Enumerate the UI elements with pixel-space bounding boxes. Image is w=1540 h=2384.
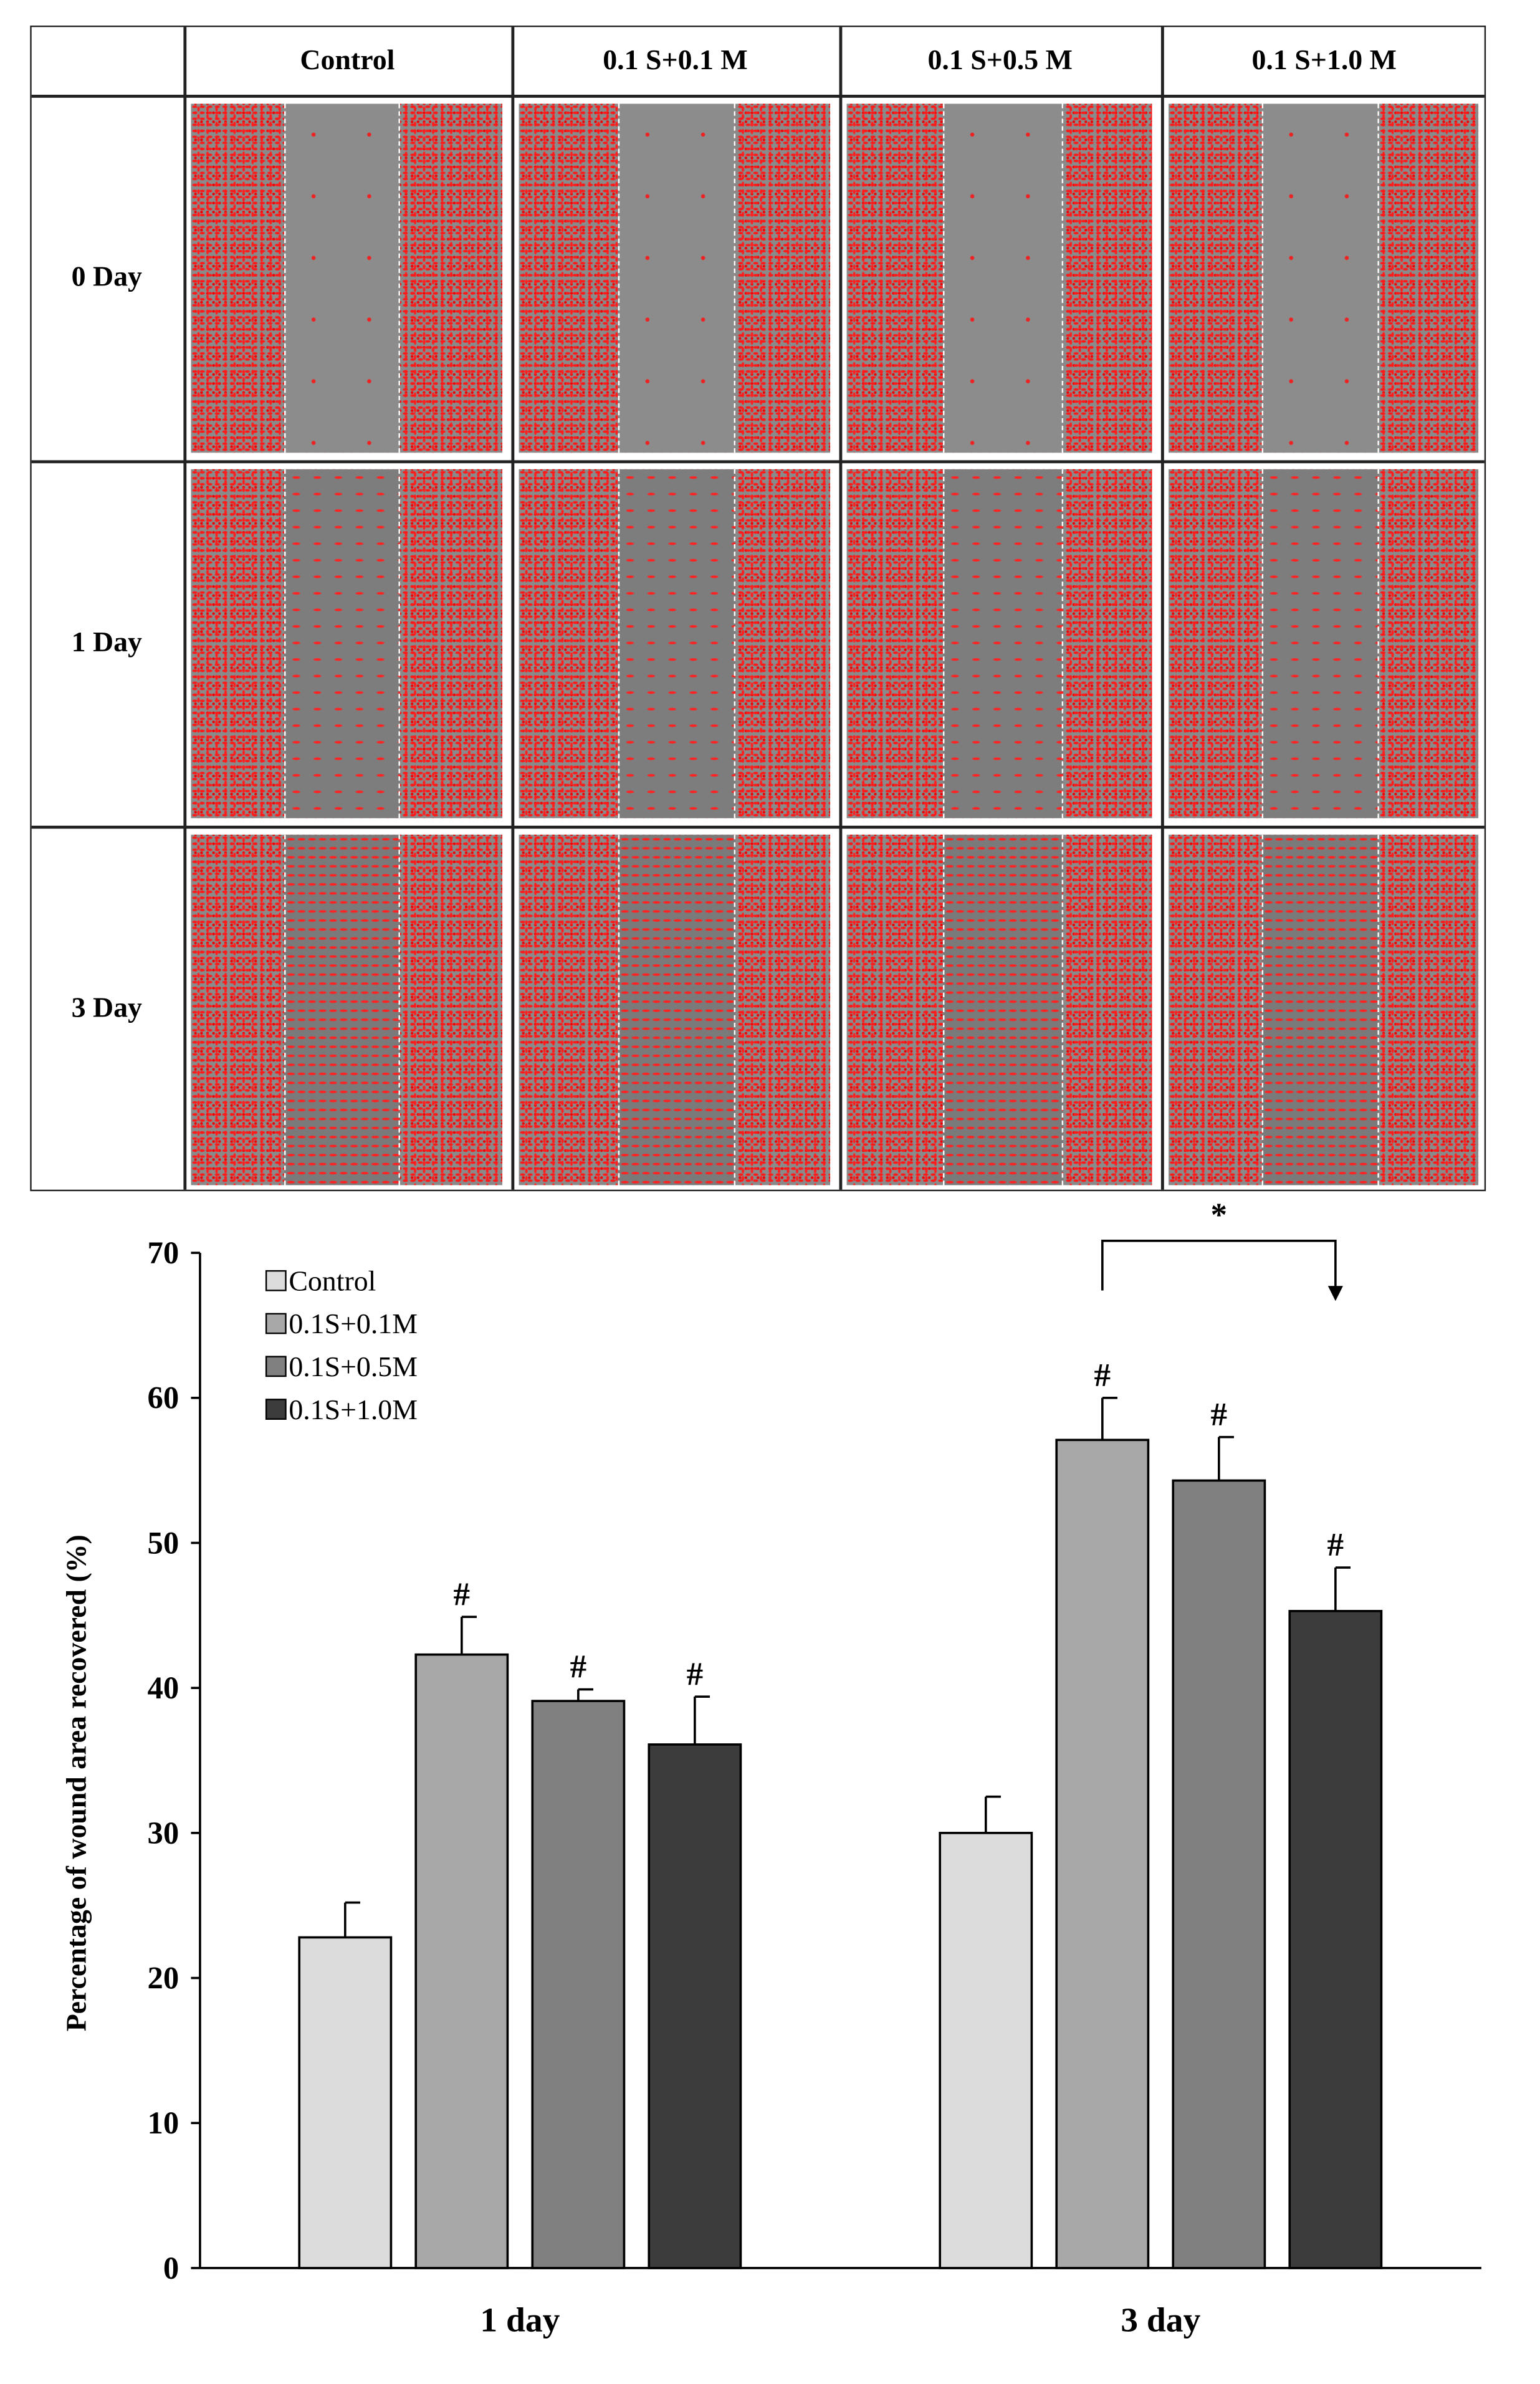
y-tick-label: 70 — [148, 1235, 179, 1270]
wound-image — [519, 103, 831, 453]
wound-gap — [1261, 103, 1379, 453]
wound-gap — [943, 103, 1064, 453]
wound-image-panel: Control 0.1 S+0.1 M 0.1 S+0.5 M 0.1 S+1.0 M… — [30, 26, 1486, 1192]
legend-label: Control — [289, 1265, 376, 1296]
y-tick-label: 20 — [148, 1960, 179, 1995]
grid-line — [183, 27, 186, 1190]
column-header: 0.1 S+1.0 M — [1251, 44, 1397, 76]
wound-image — [191, 835, 502, 1185]
legend-label: 0.1S+1.0M — [289, 1394, 418, 1425]
significance-mark: # — [570, 1649, 587, 1685]
legend-label: 0.1S+0.1M — [289, 1308, 418, 1339]
x-category-label: 3 day — [1121, 2301, 1200, 2339]
y-tick-label: 0 — [163, 2251, 179, 2286]
y-tick-label: 50 — [148, 1525, 179, 1560]
row-header: 0 Day — [71, 261, 143, 293]
y-axis-label: Percentage of wound area recovered (%) — [60, 1534, 92, 2031]
grid-line — [511, 27, 514, 1190]
y-tick-label: 40 — [148, 1670, 179, 1705]
y-tick-label: 10 — [148, 2105, 179, 2140]
legend-swatch — [265, 1356, 287, 1377]
bar — [414, 1653, 509, 2269]
bar — [1055, 1439, 1150, 2269]
bar — [531, 1700, 626, 2269]
wound-image — [846, 469, 1152, 818]
grid-line — [839, 27, 842, 1190]
wound-image — [1168, 835, 1479, 1185]
bar — [939, 1832, 1033, 2269]
bar — [298, 1936, 393, 2269]
y-tick-label: 30 — [148, 1816, 179, 1850]
legend-swatch — [265, 1270, 287, 1291]
bar — [648, 1743, 742, 2269]
row-header: 1 Day — [71, 626, 143, 658]
bar — [1172, 1479, 1266, 2269]
significance-mark: # — [687, 1656, 704, 1692]
significance-mark: # — [1094, 1357, 1111, 1393]
wound-image — [519, 835, 831, 1185]
significance-bracket — [1101, 1239, 1337, 1291]
wound-gap — [284, 835, 400, 1185]
wound-gap — [284, 469, 400, 818]
legend-swatch — [265, 1399, 287, 1420]
grid-line — [31, 460, 1485, 463]
row-header: 3 Day — [71, 992, 143, 1025]
wound-image — [846, 103, 1152, 453]
bar — [1288, 1610, 1383, 2269]
significance-mark: # — [454, 1576, 471, 1612]
grid-line — [31, 95, 1485, 97]
wound-gap — [618, 835, 736, 1185]
wound-gap — [284, 103, 400, 453]
significance-star: * — [1211, 1197, 1228, 1233]
wound-gap — [943, 469, 1064, 818]
significance-mark: # — [1327, 1527, 1344, 1563]
legend-swatch — [265, 1313, 287, 1334]
wound-gap — [1261, 835, 1379, 1185]
wound-gap — [943, 835, 1064, 1185]
column-header: 0.1 S+0.1 M — [603, 44, 748, 76]
significance-mark: # — [1211, 1396, 1228, 1432]
wound-gap — [618, 103, 736, 453]
wound-image — [846, 835, 1152, 1185]
column-header: 0.1 S+0.5 M — [927, 44, 1073, 76]
wound-gap — [1261, 469, 1379, 818]
wound-gap — [618, 469, 736, 818]
legend-label: 0.1S+0.5M — [289, 1351, 418, 1382]
x-category-label: 1 day — [480, 2301, 560, 2339]
arrow-head-icon — [1327, 1286, 1343, 1301]
wound-image — [191, 103, 502, 453]
grid-line — [31, 825, 1485, 828]
wound-image — [1168, 103, 1479, 453]
wound-image — [519, 469, 831, 818]
wound-image — [1168, 469, 1479, 818]
column-header: Control — [300, 44, 395, 76]
grid-line — [1160, 27, 1164, 1190]
wound-image — [191, 469, 502, 818]
y-tick-label: 60 — [148, 1381, 179, 1415]
